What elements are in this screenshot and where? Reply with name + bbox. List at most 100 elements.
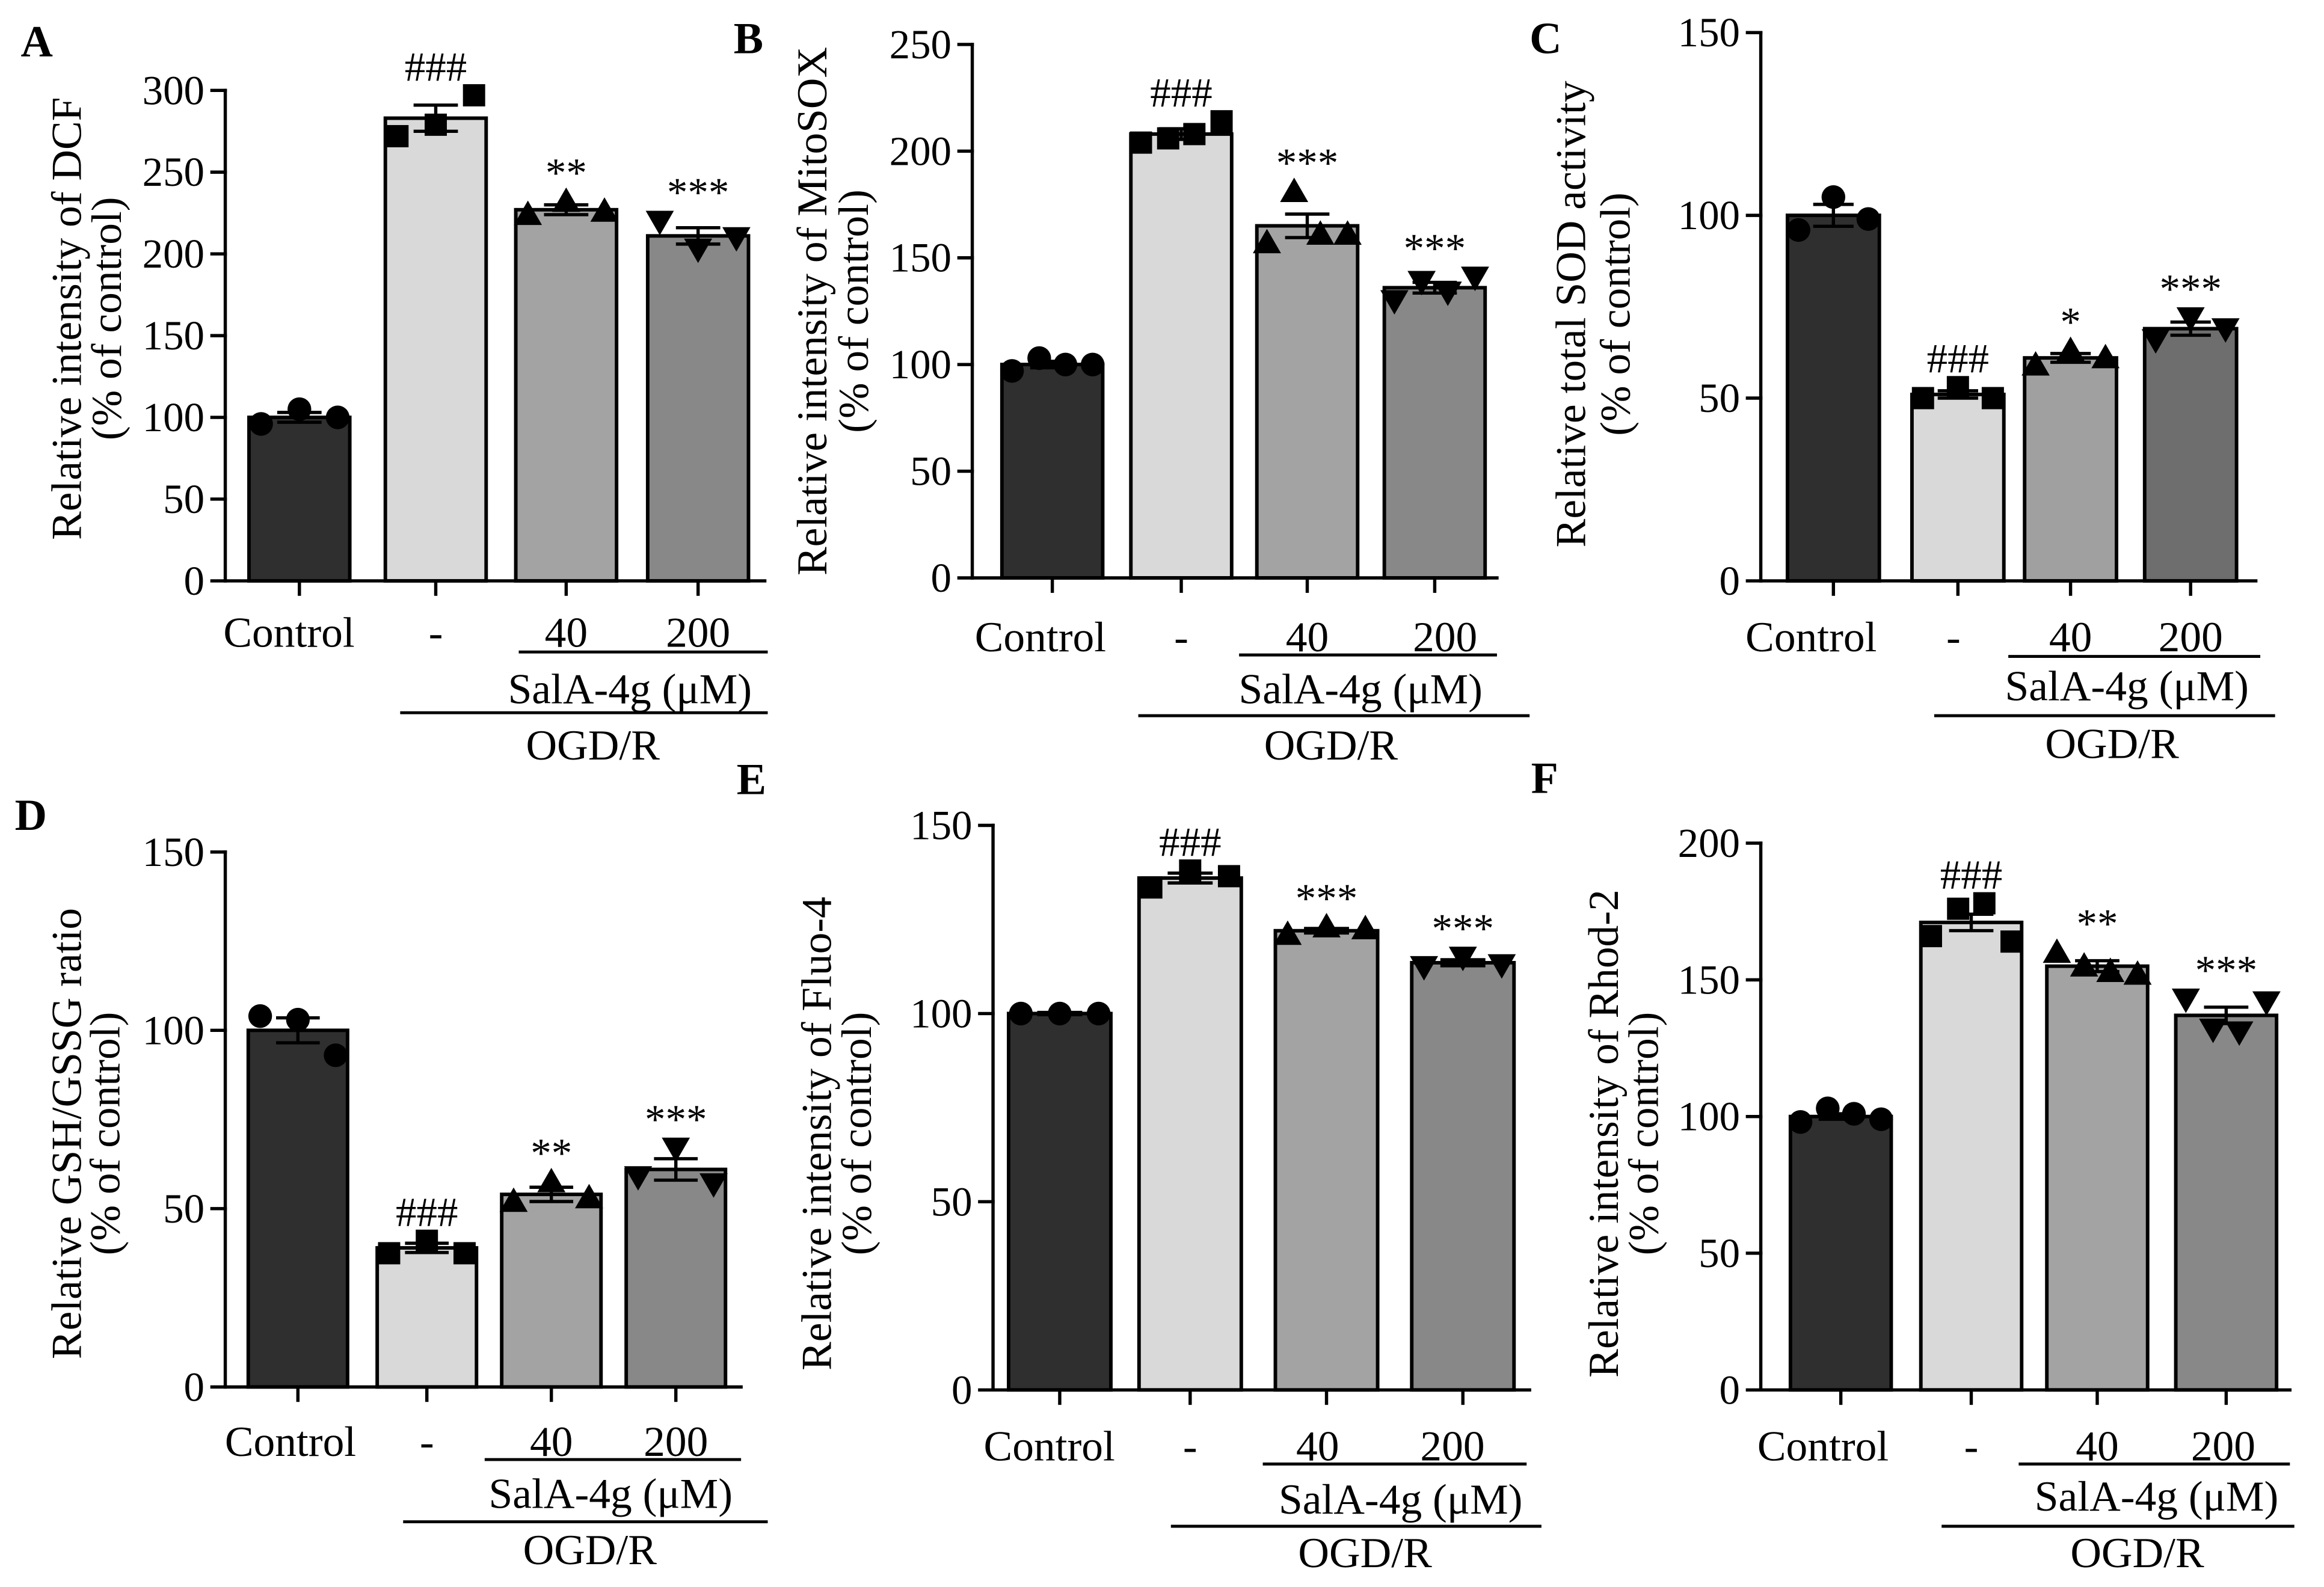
chart-f-point-control (1788, 1110, 1813, 1134)
chart-f-point-ogdr (2000, 930, 2023, 953)
chart-e-point-control (1009, 1001, 1033, 1026)
chart-a-bar-sala-40 (514, 207, 619, 583)
chart-b-y-tick-label: 50 (910, 449, 951, 494)
chart-f-x-tick-label-control: Control (1757, 1422, 1889, 1470)
chart-b-point-sala-200 (1433, 281, 1462, 306)
chart-f-bar-sala-200 (2174, 1013, 2279, 1392)
chart-b-significance-sala-200: *** (1404, 226, 1466, 271)
chart-c-point-sala-200 (2211, 318, 2240, 343)
chart-f-point-sala-40 (2096, 957, 2125, 982)
chart-f-significance-sala-200: *** (2195, 948, 2257, 993)
chart-c-point-ogdr (1911, 387, 1934, 410)
chart-d-bar-control (246, 1028, 349, 1389)
chart-e-x-tick-label-control: Control (984, 1422, 1115, 1470)
chart-d-point-ogdr (453, 1242, 476, 1265)
chart-a-point-ogdr (463, 84, 485, 106)
chart-f-point-sala-200 (2225, 1021, 2254, 1046)
chart-c-ogdr-group-label: OGD/R (2045, 720, 2179, 767)
chart-b-bar-control (1000, 363, 1105, 580)
chart-a-x-tick-label-control: Control (223, 609, 354, 657)
chart-d-y-tick-label: 100 (143, 1007, 204, 1053)
chart-c-bar-control (1785, 213, 1881, 583)
chart-d-point-sala-200 (624, 1166, 653, 1191)
chart-b-point-ogdr (1130, 131, 1152, 154)
chart-d-point-control (248, 1004, 272, 1028)
chart-a-point-sala-200 (684, 238, 713, 263)
chart-f-bar-sala-40 (2045, 964, 2150, 1392)
chart-f-y-tick-label: 50 (1698, 1230, 1740, 1276)
chart-e-sala-group-label: SalA-4g (μM) (1279, 1476, 1522, 1523)
chart-d-bar-sala-40 (500, 1193, 603, 1389)
chart-a-x-tick-label-ogdr: - (429, 609, 443, 657)
chart-e-point-ogdr (1179, 859, 1202, 882)
chart-b-bar-sala-40 (1255, 224, 1360, 580)
chart-a-sala-group-label: SalA-4g (μM) (508, 665, 752, 713)
chart-a-point-control (325, 405, 350, 429)
chart-f-y-axis-unit-label: (% of control) (1620, 1012, 1667, 1256)
chart-a-point-sala-200 (722, 227, 751, 252)
chart-c: C Relative total SOD activity(% of contro… (1529, 10, 2275, 767)
chart-a-point-control (249, 412, 273, 436)
chart-f-y-axis-label: Relative intensity of Rhod-2 (1580, 889, 1628, 1378)
chart-d-x-tick-label-ogdr: - (420, 1418, 434, 1466)
chart-a-point-sala-40 (514, 200, 543, 226)
chart-e-y-axis-unit-label: (% of control) (833, 1012, 881, 1256)
chart-e-x-tick-label-sala-40: 40 (1296, 1422, 1339, 1470)
chart-f-x-tick-label-sala-200: 200 (2191, 1422, 2255, 1470)
chart-b-y-tick-label: 150 (890, 235, 951, 281)
chart-f-point-sala-40 (2123, 960, 2152, 985)
chart-a-point-sala-200 (645, 210, 674, 236)
chart-f-point-sala-200 (2171, 988, 2200, 1013)
chart-f-y-tick-label: 150 (1678, 957, 1740, 1002)
chart-e: E Relative intensity of Fluo-4(% of contr… (737, 755, 1542, 1577)
chart-b-y-tick-label: 250 (890, 22, 951, 67)
chart-a-significance-sala-200: *** (667, 170, 729, 215)
chart-e-panel-label: E (737, 755, 766, 804)
chart-e-significance-sala-200: *** (1432, 906, 1494, 951)
chart-e-x-tick-label-ogdr: - (1183, 1422, 1197, 1470)
chart-a-point-sala-40 (552, 187, 580, 212)
chart-d-point-control (324, 1043, 348, 1067)
chart-a-x-tick-label-sala-200: 200 (666, 609, 730, 657)
chart-f-bar-control (1788, 1114, 1893, 1392)
chart-c-y-tick-label: 100 (1678, 192, 1740, 238)
chart-c-y-tick-label: 50 (1698, 375, 1740, 421)
chart-b-ogdr-group-label: OGD/R (1264, 722, 1398, 769)
chart-e-y-tick-label: 100 (910, 990, 972, 1036)
chart-c-point-sala-200 (2141, 329, 2170, 354)
chart-a-y-tick-label: 100 (143, 394, 204, 440)
chart-e-point-sala-200 (1448, 947, 1477, 971)
chart-f-point-sala-40 (2043, 938, 2071, 963)
chart-f-sala-group-label: SalA-4g (μM) (2035, 1473, 2278, 1520)
chart-d-y-axis-label: Relative GSH/GSSG ratio (43, 908, 90, 1359)
chart-f-y-tick-label: 100 (1678, 1094, 1740, 1140)
chart-a-bar-control (247, 416, 352, 583)
chart-d-ogdr-group-label: OGD/R (523, 1526, 657, 1574)
chart-c-x-tick-label-ogdr: - (1946, 613, 1961, 661)
chart-f-point-sala-40 (2070, 952, 2098, 977)
chart-d-x-tick-label-sala-200: 200 (644, 1418, 708, 1466)
chart-e-point-sala-200 (1487, 954, 1516, 979)
chart-e-y-tick-label: 0 (951, 1367, 973, 1413)
chart-d-x-tick-label-control: Control (225, 1418, 356, 1466)
chart-b-y-tick-label: 100 (890, 342, 951, 387)
chart-a-point-ogdr (425, 113, 447, 136)
chart-e-significance-sala-40: *** (1296, 876, 1357, 921)
chart-e-bar-ogdr (1137, 876, 1243, 1392)
chart-c-significance-ogdr: ### (1927, 336, 1989, 381)
chart-e-y-axis-label: Relative intensity of Fluo-4 (793, 897, 840, 1371)
chart-d-y-tick-label: 150 (143, 829, 204, 875)
chart-d-x-tick-label-sala-40: 40 (530, 1418, 573, 1466)
chart-a-y-axis-label: Relative intensity of DCF (43, 97, 90, 540)
chart-f-x-tick-label-sala-40: 40 (2076, 1422, 2118, 1470)
chart-a-bar-sala-200 (645, 234, 751, 583)
chart-b-y-tick-label: 200 (890, 128, 951, 174)
chart-d-bar-sala-200 (624, 1167, 728, 1389)
chart-e-point-sala-200 (1410, 956, 1439, 981)
chart-b-significance-sala-40: *** (1276, 140, 1338, 186)
chart-c-point-ogdr (1946, 376, 1969, 399)
chart-a-point-ogdr (386, 124, 409, 147)
chart-b-bar-ogdr (1129, 132, 1234, 580)
chart-b-y-tick-label: 0 (931, 555, 952, 601)
chart-b-bar-sala-200 (1382, 286, 1487, 580)
